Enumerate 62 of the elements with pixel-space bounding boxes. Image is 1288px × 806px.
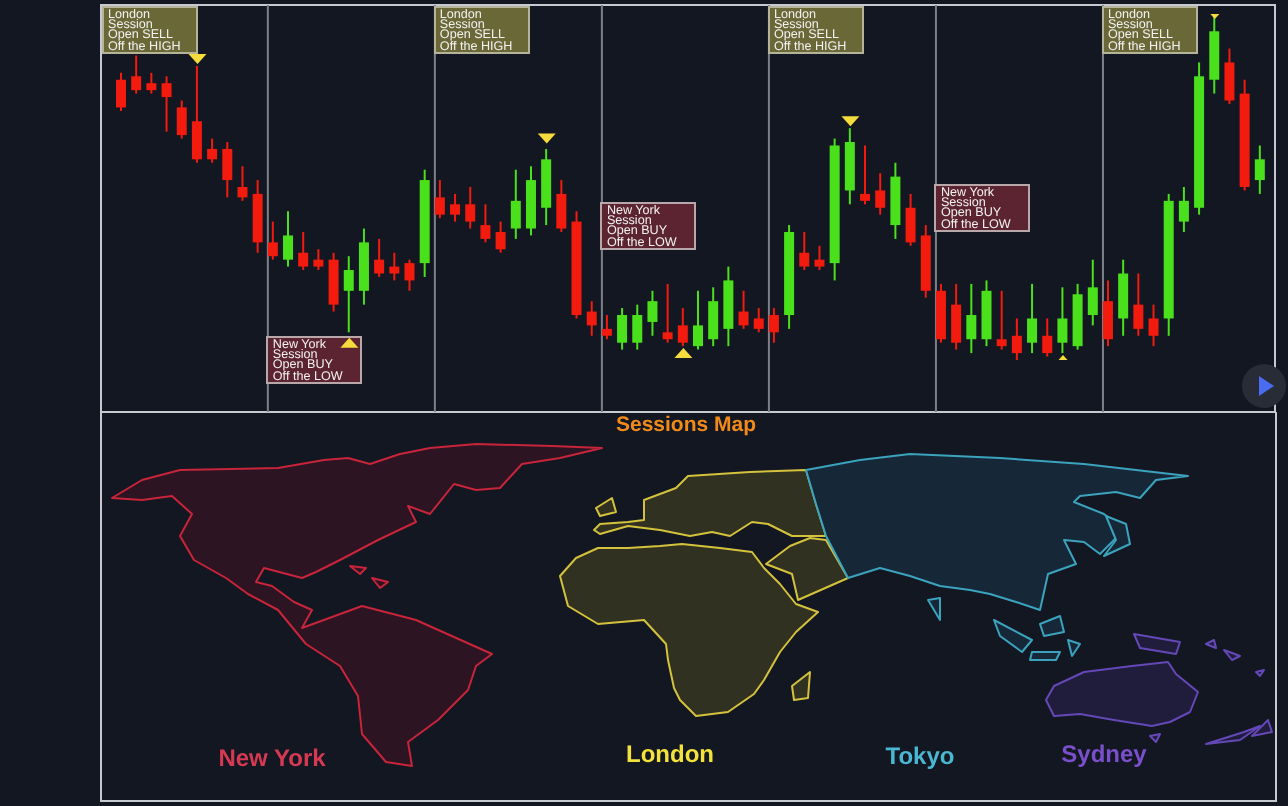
candlestick xyxy=(1118,258,1129,337)
candlestick xyxy=(617,307,628,351)
candlestick xyxy=(1087,258,1098,327)
candlestick xyxy=(586,300,597,337)
candlestick xyxy=(753,307,764,334)
candlestick xyxy=(662,282,673,344)
candlestick xyxy=(677,307,688,348)
candlestick xyxy=(1178,186,1189,233)
text: Tokyo xyxy=(885,742,955,770)
candlestick xyxy=(131,54,142,95)
candlestick xyxy=(146,71,157,95)
candlestick xyxy=(389,251,400,282)
candlestick xyxy=(768,307,779,344)
candlestick xyxy=(1102,279,1113,348)
candlestick xyxy=(161,75,172,133)
candlestick xyxy=(480,203,491,244)
candlestick xyxy=(708,286,719,348)
candlestick xyxy=(905,192,916,247)
candlestick xyxy=(632,303,643,351)
candlestick xyxy=(237,165,248,202)
candlestick xyxy=(116,71,126,112)
candlestick xyxy=(1042,317,1053,358)
candlestick xyxy=(1133,272,1144,337)
candlestick xyxy=(313,248,324,272)
candlestick xyxy=(283,210,294,268)
candlestick xyxy=(996,289,1007,351)
candlestick xyxy=(951,282,962,351)
candlestick xyxy=(343,255,354,334)
candlestick xyxy=(267,220,278,261)
candlestick xyxy=(328,251,339,313)
candlestick xyxy=(860,144,871,206)
candlestick xyxy=(799,230,810,272)
candlestick xyxy=(450,192,461,223)
candlestick xyxy=(966,282,977,355)
candlestick xyxy=(693,289,703,351)
candlestick xyxy=(222,141,233,199)
candlestick xyxy=(1224,47,1235,105)
candlestick xyxy=(875,172,886,216)
candlestick xyxy=(510,168,521,240)
text: Sessions Map xyxy=(615,413,757,437)
candlestick xyxy=(1254,144,1265,195)
text: New York xyxy=(218,744,327,772)
candlestick xyxy=(374,237,385,278)
candlestick xyxy=(738,289,749,330)
candlestick xyxy=(1148,303,1159,348)
candlestick xyxy=(298,230,309,272)
candlestick xyxy=(647,289,658,337)
candlestick xyxy=(176,99,187,140)
candlestick xyxy=(1057,286,1068,355)
candlestick xyxy=(495,220,506,254)
candlestick xyxy=(1011,317,1022,360)
text: Sydney xyxy=(1061,740,1148,768)
candlestick xyxy=(191,64,202,164)
candlestick xyxy=(434,179,445,220)
candlestick xyxy=(404,258,415,292)
candlestick xyxy=(556,179,567,233)
candlestick xyxy=(1027,282,1038,355)
candlestick xyxy=(207,137,218,164)
candlestick xyxy=(465,186,476,230)
candlestick xyxy=(601,314,612,341)
text: London xyxy=(626,740,714,768)
candlestick xyxy=(814,244,825,272)
